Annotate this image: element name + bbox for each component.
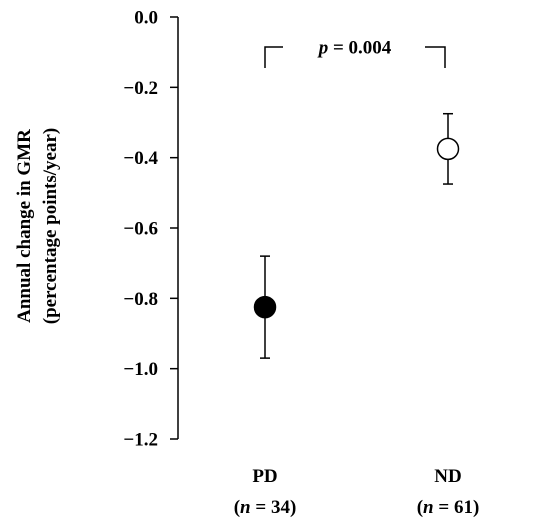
significance-bracket: p = 0.004 bbox=[264, 38, 446, 68]
data-point-nd bbox=[436, 137, 460, 161]
p-value-label: p = 0.004 bbox=[317, 38, 392, 59]
category-n-label: (n = 34) bbox=[234, 497, 297, 518]
y-axis-label-line2: (percentage points/year) bbox=[40, 128, 61, 324]
bracket-right bbox=[425, 46, 446, 68]
category-n-label: (n = 61) bbox=[417, 497, 480, 518]
category-labels: PD (n = 34) ND (n = 61) bbox=[234, 466, 480, 518]
y-tick-label: −1.0 bbox=[123, 359, 158, 380]
y-tick-label: −0.8 bbox=[123, 289, 158, 310]
bracket-left bbox=[264, 46, 283, 68]
data-points bbox=[253, 112, 460, 359]
y-axis-label-line1: Annual change in GMR bbox=[14, 129, 35, 323]
y-axis-ticks: 0.0 −0.2 −0.4 −0.6 −0.8 −1.0 −1.2 bbox=[123, 8, 178, 451]
category-label: ND bbox=[434, 466, 461, 487]
y-tick-label: −0.6 bbox=[123, 219, 158, 240]
data-point-pd bbox=[253, 295, 277, 319]
y-axis-label: Annual change in GMR (percentage points/… bbox=[14, 128, 61, 324]
y-tick-label: −1.2 bbox=[123, 430, 158, 451]
y-tick-label: −0.2 bbox=[123, 78, 158, 99]
y-tick-label: −0.4 bbox=[123, 148, 158, 169]
y-tick-label: 0.0 bbox=[134, 8, 158, 29]
category-label: PD bbox=[252, 466, 277, 487]
